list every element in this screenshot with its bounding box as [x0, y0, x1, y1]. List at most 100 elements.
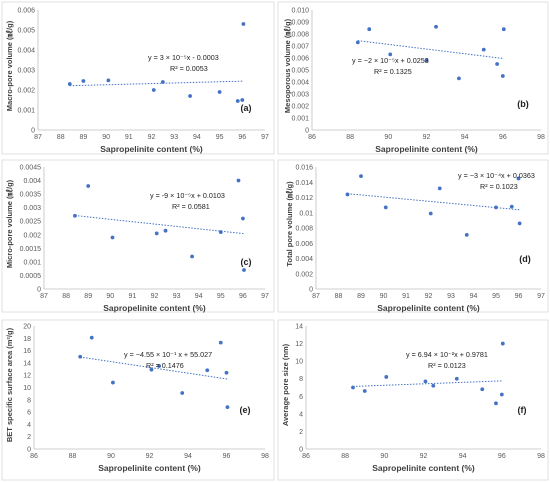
- x-tick-label: 94: [459, 453, 467, 460]
- trendline-equation: y = -9 × 10⁻⁵x + 0.0103: [150, 191, 225, 200]
- data-point: [481, 47, 486, 52]
- y-tick-label: 0.003: [17, 68, 35, 75]
- y-tick-label: 0.012: [295, 195, 313, 202]
- y-axis-label: Micro-pore volume (㎖/g): [4, 179, 14, 268]
- y-tick-label: 6: [27, 410, 31, 417]
- y-tick-label: 0.002: [23, 232, 41, 239]
- panel-frame: [277, 159, 549, 313]
- y-tick-label: 0.007: [291, 44, 309, 51]
- panel-frame: [1, 319, 275, 481]
- data-point: [509, 204, 514, 209]
- y-tick-label: 0.003: [23, 205, 41, 212]
- panel-label: (c): [241, 257, 252, 267]
- data-point: [149, 367, 154, 372]
- y-tick-label: 10: [295, 359, 303, 366]
- x-tick-label: 96: [498, 453, 506, 460]
- x-tick-label: 97: [537, 293, 545, 300]
- y-tick-label: 0.0045: [20, 165, 42, 172]
- x-tick-label: 87: [312, 293, 320, 300]
- x-tick-label: 94: [193, 134, 201, 141]
- data-point: [218, 230, 223, 234]
- data-point: [423, 379, 428, 384]
- x-tick-label: 91: [125, 134, 133, 141]
- panel-label: (d): [519, 254, 531, 264]
- data-point: [351, 385, 355, 390]
- data-point: [235, 99, 240, 103]
- data-point: [157, 364, 162, 368]
- x-tick-label: 95: [217, 293, 225, 300]
- data-point: [367, 27, 372, 32]
- data-point: [225, 405, 230, 410]
- data-point: [388, 52, 393, 57]
- x-tick-label: 95: [492, 293, 500, 300]
- panel-label: (a): [241, 103, 252, 113]
- data-point: [424, 58, 429, 63]
- x-tick-label: 94: [195, 293, 203, 300]
- data-point: [240, 98, 245, 102]
- y-tick-label: 0.016: [295, 165, 313, 172]
- data-point: [480, 387, 485, 392]
- x-tick-label: 92: [146, 453, 154, 460]
- data-point: [355, 40, 360, 45]
- x-tick-label: 90: [380, 453, 388, 460]
- y-tick-label: 0.002: [295, 271, 313, 278]
- r-squared-label: R² = 0.1023: [480, 182, 518, 191]
- x-tick-label: 91: [129, 293, 137, 300]
- x-tick-label: 95: [216, 134, 224, 141]
- data-point: [224, 370, 229, 375]
- x-tick-label: 90: [384, 134, 392, 141]
- data-point: [434, 24, 438, 29]
- r-squared-label: R² = 0.1325: [374, 67, 412, 76]
- data-point: [516, 176, 521, 181]
- data-point: [236, 178, 241, 183]
- y-tick-label: 0.008: [291, 32, 309, 39]
- x-tick-label: 90: [102, 134, 110, 141]
- data-point: [180, 391, 185, 395]
- data-point: [501, 27, 506, 32]
- y-tick-label: 12: [23, 373, 31, 380]
- x-axis-label: Sapropelinite content (%): [100, 144, 203, 154]
- y-tick-label: 0.009: [291, 20, 309, 27]
- y-tick-label: 10: [23, 385, 31, 392]
- chart-panel-1: 87 88 89 90 91 92 93 94 95 96 97 0 0.001 0.002 0.003 0.…: [1, 1, 275, 155]
- panel-frame: [1, 1, 275, 155]
- data-point: [383, 205, 388, 210]
- y-tick-label: 0.004: [291, 80, 309, 87]
- y-tick-label: 0: [309, 287, 313, 294]
- x-tick-label: 92: [148, 134, 156, 141]
- y-tick-label: 0: [305, 128, 309, 135]
- y-tick-label: 0.008: [295, 226, 313, 233]
- y-tick-label: 0.006: [17, 8, 35, 15]
- data-point: [217, 90, 222, 94]
- data-point: [106, 78, 111, 83]
- y-tick-label: 14: [23, 360, 31, 367]
- data-point: [345, 192, 350, 197]
- x-tick-label: 92: [420, 453, 428, 460]
- trend-line: [74, 215, 245, 235]
- data-point: [86, 184, 91, 188]
- x-axis-label: Sapropelinite content (%): [372, 463, 475, 473]
- data-point: [384, 375, 389, 379]
- x-axis-label: Sapropelinite content (%): [377, 303, 480, 313]
- x-tick-label: 93: [170, 134, 178, 141]
- data-point: [500, 341, 505, 346]
- data-point: [241, 216, 245, 221]
- y-tick-label: 0.014: [295, 180, 313, 187]
- x-tick-label: 89: [80, 134, 88, 141]
- y-tick-label: 0.005: [291, 68, 309, 75]
- y-tick-label: 0.010: [291, 8, 309, 15]
- trendline-equation: y = −3 × 10⁻⁴x + 0.0363: [458, 171, 535, 180]
- data-point: [111, 380, 115, 385]
- chart-panel-4: 87 88 89 90 91 92 93 94 95 96 97 0 0.002 0.004 0.006 0.…: [277, 159, 549, 313]
- panel-label: (f): [518, 405, 527, 415]
- y-axis-label: BET specific surface area (m²/g): [5, 327, 14, 442]
- r-squared-label: R² = 0.0053: [170, 64, 208, 73]
- data-point: [205, 368, 210, 373]
- data-point: [242, 268, 246, 272]
- x-tick-label: 86: [302, 453, 310, 460]
- x-tick-label: 89: [357, 293, 365, 300]
- trendline-equation: y = −2 × 10⁻⁵x + 0.0253: [352, 56, 429, 65]
- data-point: [431, 383, 436, 388]
- y-axis-label: Mesoporous volume (㎖/g): [282, 18, 292, 113]
- data-point: [154, 231, 159, 236]
